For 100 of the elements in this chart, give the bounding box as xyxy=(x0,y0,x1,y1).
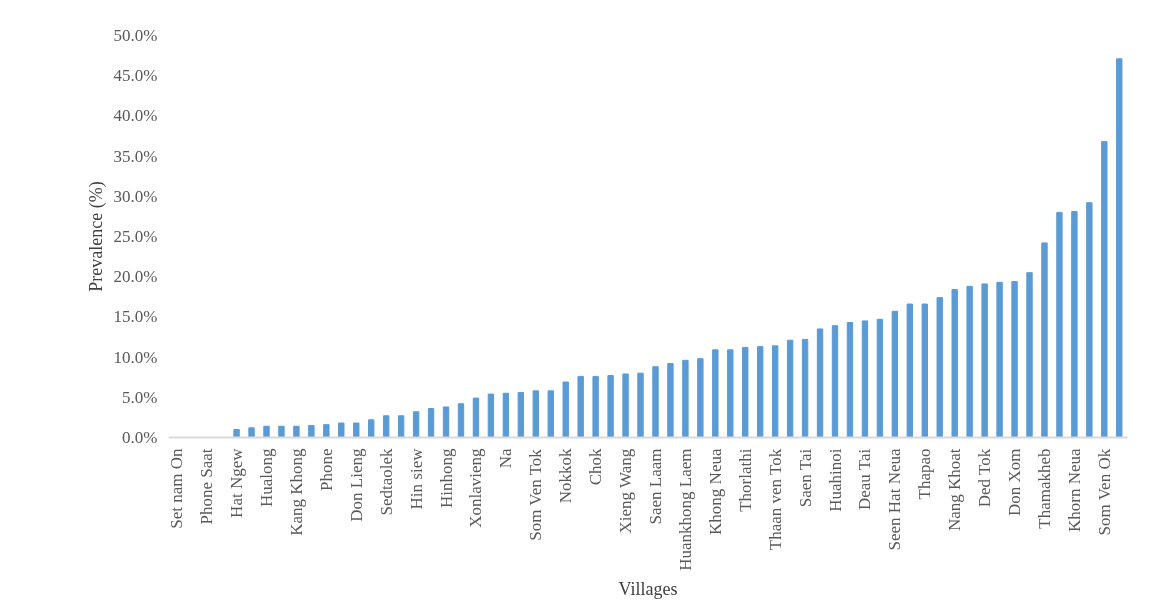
bar xyxy=(921,303,928,438)
bar xyxy=(936,297,943,438)
bar xyxy=(742,346,749,438)
x-tick-label: Chok xyxy=(586,448,606,486)
y-tick-label: 40.0% xyxy=(113,106,158,126)
bar xyxy=(1116,58,1123,438)
bar xyxy=(562,381,569,438)
bar xyxy=(861,320,869,438)
y-tick-label: 35.0% xyxy=(113,146,158,166)
y-tick-label: 20.0% xyxy=(113,267,158,287)
x-tick-label: Xonlavieng xyxy=(466,448,486,528)
bar xyxy=(637,372,644,438)
bar xyxy=(951,289,958,438)
y-tick-label: 25.0% xyxy=(113,227,158,246)
x-tick-label: Don Lieng xyxy=(346,448,366,522)
x-axis-title: Villages xyxy=(618,578,678,599)
bar xyxy=(412,411,420,438)
bar xyxy=(577,375,584,438)
bar xyxy=(831,325,839,438)
y-tick-label: 10.0% xyxy=(113,347,158,367)
x-tick-label: Xieng Wang xyxy=(616,448,636,534)
bar xyxy=(368,419,375,438)
bar xyxy=(397,415,405,438)
x-tick-label: Phone xyxy=(316,448,336,491)
x-tick-label: Kang Khong xyxy=(286,448,306,536)
x-tick-label: Hin siew xyxy=(406,447,426,510)
bar xyxy=(517,391,525,438)
x-tick-label: Khorn Neua xyxy=(1064,448,1084,533)
bar xyxy=(323,424,330,438)
bar xyxy=(427,408,435,438)
bar xyxy=(263,425,270,438)
bar xyxy=(697,358,704,438)
bar xyxy=(1086,202,1093,438)
bar xyxy=(801,338,809,438)
bar xyxy=(906,303,914,438)
bar xyxy=(1056,211,1063,438)
bar xyxy=(338,422,345,438)
bar xyxy=(293,425,300,438)
bar xyxy=(757,346,764,438)
y-tick-label: 5.0% xyxy=(122,387,158,407)
x-tick-label: Nokkok xyxy=(556,448,576,504)
x-tick-label: Hualong xyxy=(256,448,276,508)
bar xyxy=(652,366,659,438)
y-axis-title: Prevalence (%) xyxy=(85,181,107,292)
bar xyxy=(472,397,480,438)
bar xyxy=(442,406,450,438)
bar xyxy=(382,415,390,438)
bar xyxy=(727,349,734,438)
x-tick-label: Huahinoi xyxy=(825,448,845,512)
bar xyxy=(891,310,899,438)
bar xyxy=(278,425,285,438)
bar xyxy=(786,339,794,438)
bar xyxy=(981,283,988,438)
x-tick-label: Khong Neua xyxy=(705,448,725,535)
bar xyxy=(1071,211,1078,438)
x-tick-label: Hinhong xyxy=(436,448,456,508)
bar xyxy=(876,318,884,438)
bar xyxy=(457,403,465,438)
x-tick-label: Thorlathi xyxy=(735,448,755,512)
y-tick-label: 30.0% xyxy=(113,186,158,206)
bar xyxy=(233,428,240,438)
bar xyxy=(1026,272,1033,438)
bar xyxy=(248,427,255,438)
bar xyxy=(353,422,360,438)
x-tick-label: Deau Tai xyxy=(855,448,875,511)
x-tick-label: Don Xom xyxy=(1005,448,1025,517)
x-tick-label: Nang Khoat xyxy=(945,448,965,532)
bar xyxy=(846,322,854,438)
x-tick-label: Phone Saat xyxy=(197,448,217,525)
x-tick-label: Thapao xyxy=(915,448,935,500)
bar xyxy=(607,375,614,438)
x-tick-label: Som Ven Ok xyxy=(1094,448,1114,536)
x-tick-label: Ded Tok xyxy=(975,448,995,508)
y-tick-label: 15.0% xyxy=(113,307,158,327)
bar xyxy=(547,390,554,438)
x-tick-label: Saen Tai xyxy=(795,448,815,508)
bar xyxy=(966,285,973,438)
bar xyxy=(682,359,689,438)
x-tick-label: Hat Ngew xyxy=(227,447,247,518)
x-tick-label: Som Ven Tok xyxy=(526,448,546,541)
x-tick-label: Huankhong Laem xyxy=(675,448,695,571)
bar xyxy=(712,349,719,438)
bar xyxy=(1041,242,1048,438)
bar xyxy=(1101,141,1108,438)
bar xyxy=(622,373,629,438)
bar xyxy=(816,328,824,438)
y-tick-label: 50.0% xyxy=(113,26,158,45)
x-tick-label: Saen Laam xyxy=(645,448,665,525)
x-tick-label: Set nam On xyxy=(167,448,187,529)
bar xyxy=(487,393,495,438)
bar xyxy=(532,390,539,438)
bar xyxy=(502,392,510,438)
y-tick-label: 0.0% xyxy=(122,428,158,447)
x-tick-label: Seen Hat Neua xyxy=(885,448,905,551)
bar xyxy=(592,375,599,438)
bar xyxy=(1011,281,1018,438)
x-tick-label: Thaan ven Tok xyxy=(765,448,785,551)
bar xyxy=(667,363,674,438)
x-tick-label: Thamakheb xyxy=(1034,448,1054,529)
bar xyxy=(308,424,315,438)
